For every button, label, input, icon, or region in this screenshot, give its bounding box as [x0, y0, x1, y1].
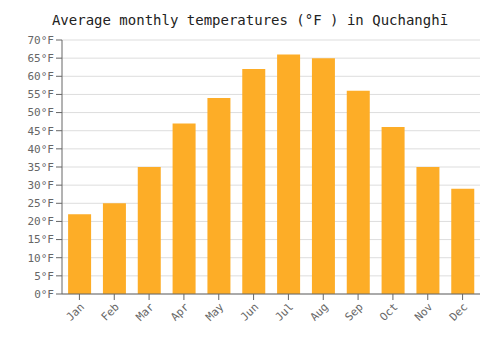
svg-text:Dec: Dec	[447, 300, 470, 323]
svg-text:Aug: Aug	[308, 300, 331, 323]
svg-text:55°F: 55°F	[28, 88, 55, 101]
svg-text:Jan: Jan	[64, 300, 87, 323]
svg-text:40°F: 40°F	[28, 143, 55, 156]
svg-text:25°F: 25°F	[28, 197, 55, 210]
svg-text:Sep: Sep	[342, 300, 365, 323]
svg-text:Jul: Jul	[273, 300, 296, 323]
svg-text:Feb: Feb	[99, 300, 122, 323]
svg-text:65°F: 65°F	[28, 52, 55, 65]
svg-text:45°F: 45°F	[28, 125, 55, 138]
svg-text:May: May	[203, 300, 227, 324]
svg-text:70°F: 70°F	[28, 34, 55, 47]
svg-text:30°F: 30°F	[28, 179, 55, 192]
svg-text:35°F: 35°F	[28, 161, 55, 174]
svg-text:Jun: Jun	[238, 300, 261, 323]
svg-text:50°F: 50°F	[28, 106, 55, 119]
svg-text:Apr: Apr	[168, 300, 192, 324]
svg-text:0°F: 0°F	[34, 288, 54, 301]
svg-text:10°F: 10°F	[28, 252, 55, 265]
svg-text:15°F: 15°F	[28, 233, 55, 246]
svg-text:Nov: Nov	[412, 300, 436, 324]
svg-text:Mar: Mar	[133, 300, 157, 324]
svg-text:Oct: Oct	[377, 300, 400, 323]
html-text:Average monthly temperatures (: Average monthly temperatures (°F ) in Qu…	[51, 12, 449, 28]
svg-text:60°F: 60°F	[28, 70, 55, 83]
svg-text:20°F: 20°F	[28, 215, 55, 228]
svg-text:5°F: 5°F	[34, 270, 54, 283]
